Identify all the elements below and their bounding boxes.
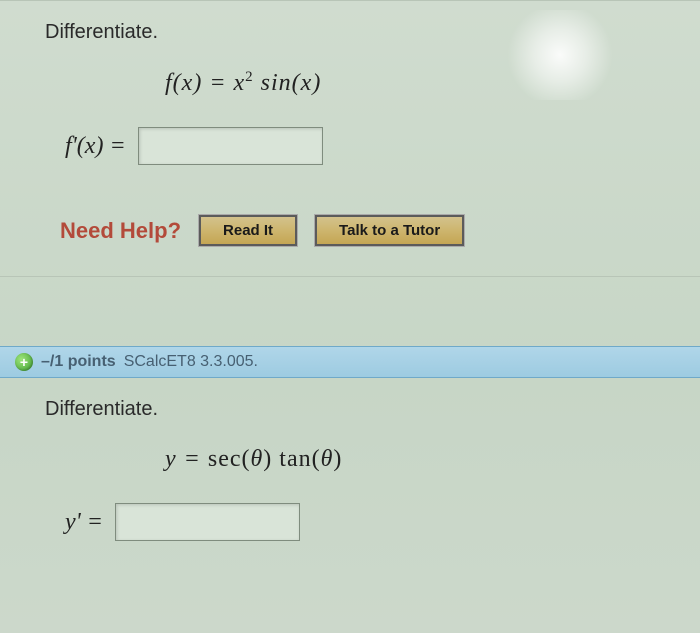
fn-f: f [165, 70, 173, 96]
eq-mid: ) = [193, 70, 233, 96]
paren-open: ( [173, 70, 182, 96]
q2-theta2: θ [321, 446, 334, 472]
read-it-button[interactable]: Read It [199, 215, 297, 246]
q2-equation: y = sec(θ) tan(θ) [165, 446, 655, 473]
var-x: x [182, 70, 194, 96]
q2-lhs-y: y = [165, 446, 208, 472]
q2-sec: sec( [208, 446, 251, 472]
q2-answer-row: y' = [65, 503, 655, 541]
q2-instruction: Differentiate. [45, 398, 655, 421]
exponent: 2 [245, 69, 254, 85]
q2-answer-input[interactable] [115, 503, 300, 541]
question-reference: SCalcET8 3.3.005. [124, 353, 258, 371]
rhs-x2: x [301, 70, 313, 96]
help-row: Need Help? Read It Talk to a Tutor [60, 210, 655, 246]
question-2-panel: Differentiate. y = sec(θ) tan(θ) y' = [0, 378, 700, 606]
question-header-bar[interactable]: + –/1 points SCalcET8 3.3.005. [0, 346, 700, 378]
talk-to-tutor-button[interactable]: Talk to a Tutor [315, 215, 464, 246]
need-help-label: Need Help? [60, 218, 181, 244]
q1-lhs: f'(x) = [65, 133, 126, 160]
q2-close: ) [333, 446, 342, 472]
q1-equation: f(x) = x2 sin(x) [165, 69, 655, 97]
question-1-panel: Differentiate. f(x) = x2 sin(x) f'(x) = … [0, 0, 700, 276]
q1-instruction: Differentiate. [45, 21, 655, 44]
points-value: –/1 points [41, 353, 116, 371]
rhs-sin: sin( [254, 70, 301, 96]
q2-theta1: θ [251, 446, 264, 472]
panel-divider [0, 276, 700, 346]
q2-lhs: y' = [65, 509, 103, 536]
rhs-close: ) [312, 70, 321, 96]
rhs-x: x [234, 70, 246, 96]
q1-answer-input[interactable] [138, 127, 323, 165]
q2-tan: ) tan( [263, 446, 320, 472]
q1-answer-row: f'(x) = [65, 127, 655, 165]
expand-icon[interactable]: + [15, 353, 33, 371]
